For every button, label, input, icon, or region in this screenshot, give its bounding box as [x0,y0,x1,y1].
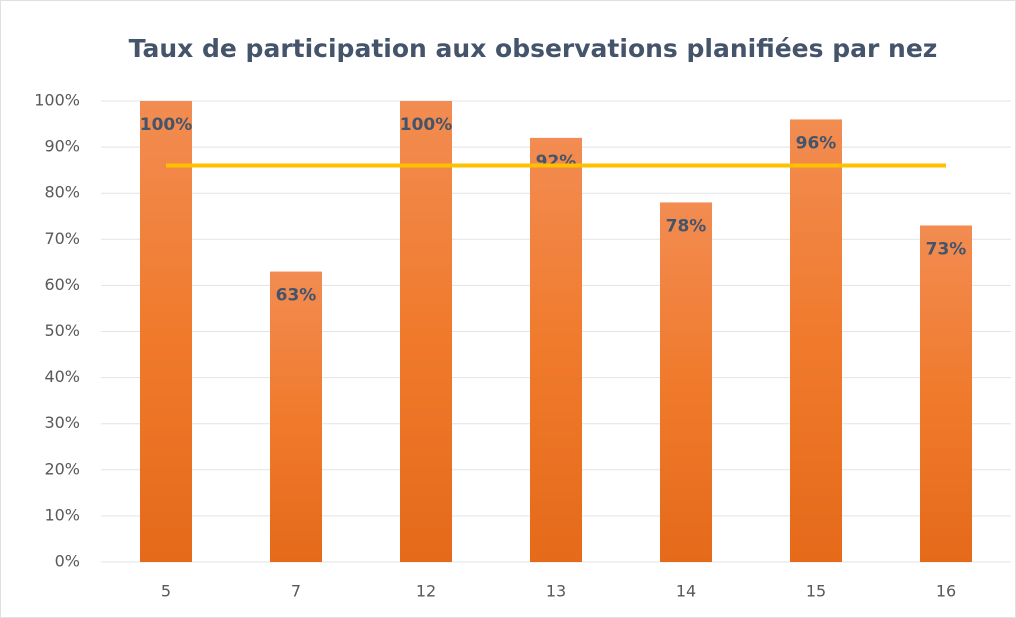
x-tick-label: 7 [291,582,301,601]
bar [140,101,192,562]
x-tick-label: 5 [161,582,171,601]
x-tick-label: 12 [416,582,436,601]
bar [530,137,582,562]
data-label: 92% [536,152,577,172]
y-tick-label: 100% [34,91,80,110]
y-tick-label: 90% [44,137,80,156]
data-label: 100% [140,115,193,135]
y-tick-label: 20% [44,459,80,478]
x-tick-label: 14 [676,582,696,601]
y-tick-label: 70% [44,229,80,248]
y-tick-label: 50% [44,321,80,340]
data-label: 96% [796,133,837,153]
y-tick-label: 10% [44,505,80,524]
chart-title: Taux de participation aux observations p… [129,34,938,63]
bar [660,202,712,563]
y-tick-label: 80% [44,183,80,202]
bar [400,101,452,562]
y-tick-label: 60% [44,275,80,294]
bar [790,119,842,562]
y-tick-label: 30% [44,413,80,432]
data-label: 73% [926,239,967,259]
x-tick-label: 13 [546,582,566,601]
data-label: 78% [666,216,707,236]
bar [270,271,322,562]
x-tick-label: 15 [806,582,826,601]
data-label: 63% [276,286,317,306]
data-label: 100% [400,115,453,135]
x-tick-label: 16 [936,582,956,601]
bar [920,225,972,562]
y-tick-label: 0% [55,552,80,571]
y-tick-label: 40% [44,367,80,386]
